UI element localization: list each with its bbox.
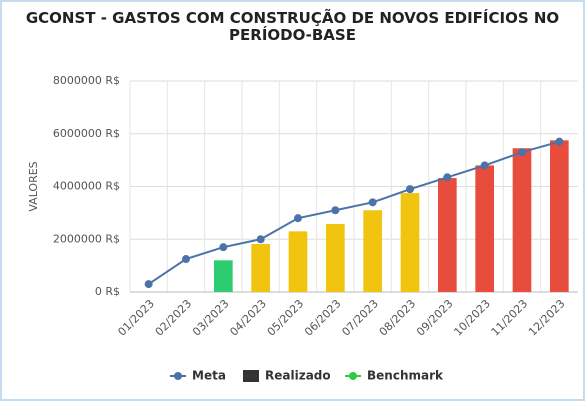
bar bbox=[550, 140, 569, 292]
line-point bbox=[406, 185, 414, 194]
bar bbox=[400, 193, 420, 292]
legend-label: Realizado bbox=[265, 369, 331, 383]
bar bbox=[363, 210, 382, 292]
y-tick-label: 8000000 R$ bbox=[53, 74, 120, 87]
line-point bbox=[256, 235, 265, 244]
line-point bbox=[555, 137, 564, 146]
y-tick-label: 2000000 R$ bbox=[53, 232, 120, 245]
y-axis-label: VALORES bbox=[27, 161, 40, 211]
y-tick-label: 6000000 R$ bbox=[53, 127, 120, 140]
bar bbox=[475, 165, 494, 292]
x-tick-label: 05/2023 bbox=[265, 297, 307, 339]
x-tick-label: 04/2023 bbox=[227, 297, 269, 339]
legend-swatch-dot bbox=[174, 372, 182, 380]
x-tick-label: 11/2023 bbox=[489, 297, 531, 339]
line-point bbox=[182, 255, 190, 264]
x-tick-label: 06/2023 bbox=[302, 297, 344, 339]
line-point bbox=[368, 198, 377, 207]
legend-swatch bbox=[243, 370, 259, 382]
bar bbox=[512, 148, 532, 292]
line bbox=[148, 140, 560, 285]
bar bbox=[288, 231, 308, 292]
bar bbox=[438, 178, 457, 292]
bar bbox=[251, 243, 270, 292]
x-tick-label: 02/2023 bbox=[153, 297, 195, 339]
line-point bbox=[443, 173, 452, 182]
line-point bbox=[480, 161, 489, 170]
y-tick-label: 4000000 R$ bbox=[53, 180, 120, 193]
y-tick-label: 0 R$ bbox=[95, 285, 120, 298]
legend-label: Meta bbox=[192, 369, 226, 383]
chart-title: GCONST - GASTOS COM CONSTRUÇÃO DE NOVOS … bbox=[25, 9, 560, 44]
x-tick-label: 10/2023 bbox=[451, 297, 493, 339]
line-point bbox=[294, 214, 302, 223]
x-tick-label: 07/2023 bbox=[339, 297, 381, 339]
x-tick-label: 08/2023 bbox=[377, 297, 419, 339]
line-point bbox=[144, 280, 153, 289]
x-tick-label: 12/2023 bbox=[526, 297, 568, 339]
bar bbox=[326, 223, 345, 292]
x-tick-label: 09/2023 bbox=[414, 297, 456, 339]
bar bbox=[214, 260, 233, 292]
x-tick-label: 03/2023 bbox=[190, 297, 232, 339]
legend-label: Benchmark bbox=[367, 369, 444, 383]
legend-swatch-dot bbox=[349, 372, 357, 380]
x-tick-label: 01/2023 bbox=[115, 297, 157, 339]
line-point bbox=[331, 206, 340, 215]
line-point bbox=[219, 243, 228, 252]
line-point bbox=[518, 148, 526, 157]
